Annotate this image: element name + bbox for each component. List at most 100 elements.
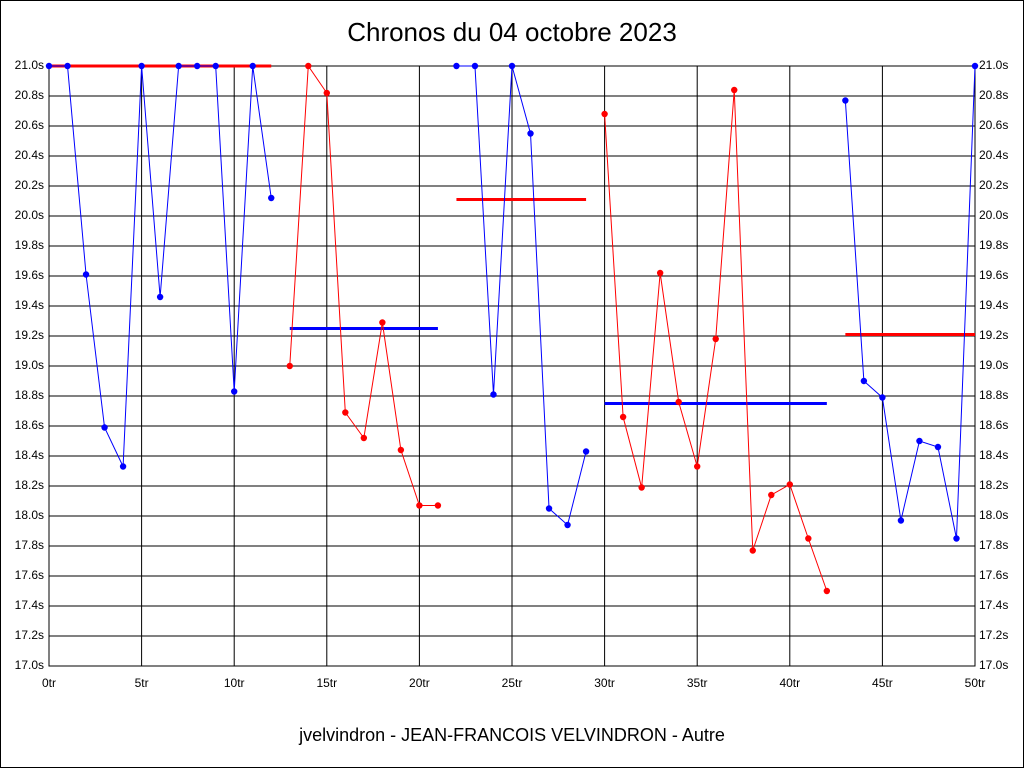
y2-tick-label: 18.8s (979, 388, 1008, 402)
y2-tick-label: 19.0s (979, 358, 1008, 372)
point (231, 388, 238, 395)
point (749, 547, 756, 554)
x-tick-label: 30tr (594, 676, 615, 690)
x-tick-label: 45tr (872, 676, 893, 690)
y-tick-label: 20.2s (15, 178, 44, 192)
point (434, 502, 442, 509)
y2-tick-label: 19.4s (979, 298, 1008, 312)
point (212, 62, 219, 70)
chart-title: Chronos du 04 octobre 2023 (347, 17, 677, 47)
y-tick-label: 21.0s (15, 58, 44, 72)
y2-tick-label: 17.6s (979, 568, 1008, 582)
y-tick-label: 17.6s (15, 568, 44, 582)
x-tick-label: 0tr (42, 676, 56, 690)
x-axis-label: jvelvindron - JEAN-FRANCOIS VELVINDRON -… (298, 725, 725, 745)
point (731, 86, 738, 94)
y-tick-label: 20.6s (15, 118, 44, 132)
point (323, 89, 330, 97)
point (82, 271, 90, 278)
series-line (456, 65, 587, 526)
x-tick-label: 40tr (779, 676, 800, 690)
y2-tick-label: 20.2s (979, 178, 1008, 192)
point (138, 62, 145, 70)
y2-tick-label: 18.6s (979, 418, 1008, 432)
point (786, 481, 793, 488)
y2-tick-label: 17.4s (979, 598, 1008, 612)
point (897, 517, 905, 524)
y2-tick-label: 17.2s (979, 628, 1008, 642)
point (268, 194, 275, 202)
point (879, 394, 886, 401)
y-tick-label: 18.8s (15, 388, 44, 402)
point (471, 62, 479, 70)
y2-tick-label: 18.2s (979, 478, 1008, 492)
point (823, 587, 831, 595)
point (45, 62, 53, 70)
point (582, 448, 590, 455)
point (193, 62, 201, 70)
y-tick-label: 19.2s (15, 328, 44, 342)
point (416, 502, 423, 509)
point (638, 484, 645, 491)
point (675, 398, 682, 406)
y-tick-label: 19.8s (15, 238, 44, 252)
y2-tick-label: 20.0s (979, 208, 1008, 222)
x-tick-label: 20tr (409, 676, 430, 690)
point (342, 409, 349, 416)
point (527, 130, 534, 137)
point (508, 62, 516, 70)
y-tick-label: 18.4s (15, 448, 44, 462)
point (490, 391, 497, 398)
point (916, 437, 923, 445)
point (971, 62, 979, 70)
point (619, 413, 627, 421)
x-tick-label: 25tr (502, 676, 523, 690)
point (805, 535, 812, 542)
point (305, 62, 312, 70)
point (694, 463, 701, 470)
y-tick-label: 17.0s (15, 658, 44, 672)
point (175, 62, 182, 70)
point (119, 463, 127, 470)
y-tick-label: 20.0s (15, 208, 44, 222)
y-tick-label: 19.6s (15, 268, 44, 282)
y-tick-label: 17.8s (15, 538, 44, 552)
x-tick-label: 50tr (965, 676, 986, 690)
point (934, 443, 942, 451)
x-tick-label: 5tr (135, 676, 149, 690)
y2-tick-label: 19.8s (979, 238, 1008, 252)
point (545, 505, 553, 512)
y2-tick-label: 20.6s (979, 118, 1008, 132)
y2-tick-label: 19.2s (979, 328, 1008, 342)
y2-tick-label: 18.4s (979, 448, 1008, 462)
y2-tick-label: 20.8s (979, 88, 1008, 102)
y-tick-label: 18.0s (15, 508, 44, 522)
y-tick-label: 20.4s (15, 148, 44, 162)
point (64, 62, 71, 70)
point (156, 293, 164, 301)
point (842, 97, 849, 104)
y-tick-label: 18.6s (15, 418, 44, 432)
x-tick-label: 35tr (687, 676, 708, 690)
point (101, 424, 108, 431)
y-tick-label: 19.0s (15, 358, 44, 372)
y2-tick-label: 19.6s (979, 268, 1008, 282)
series-line (844, 65, 976, 539)
point (249, 62, 256, 70)
point (601, 110, 608, 118)
point (564, 521, 571, 529)
y-tick-label: 17.2s (15, 628, 44, 642)
y-tick-label: 20.8s (15, 88, 44, 102)
y2-tick-label: 20.4s (979, 148, 1008, 162)
point (712, 335, 719, 343)
y2-tick-label: 21.0s (979, 58, 1008, 72)
point (453, 62, 460, 70)
point (953, 535, 960, 542)
y2-tick-label: 17.8s (979, 538, 1008, 552)
y-tick-label: 19.4s (15, 298, 44, 312)
point (860, 377, 868, 385)
y-tick-label: 17.4s (15, 598, 44, 612)
y2-tick-label: 18.0s (979, 508, 1008, 522)
y-tick-label: 18.2s (15, 478, 44, 492)
